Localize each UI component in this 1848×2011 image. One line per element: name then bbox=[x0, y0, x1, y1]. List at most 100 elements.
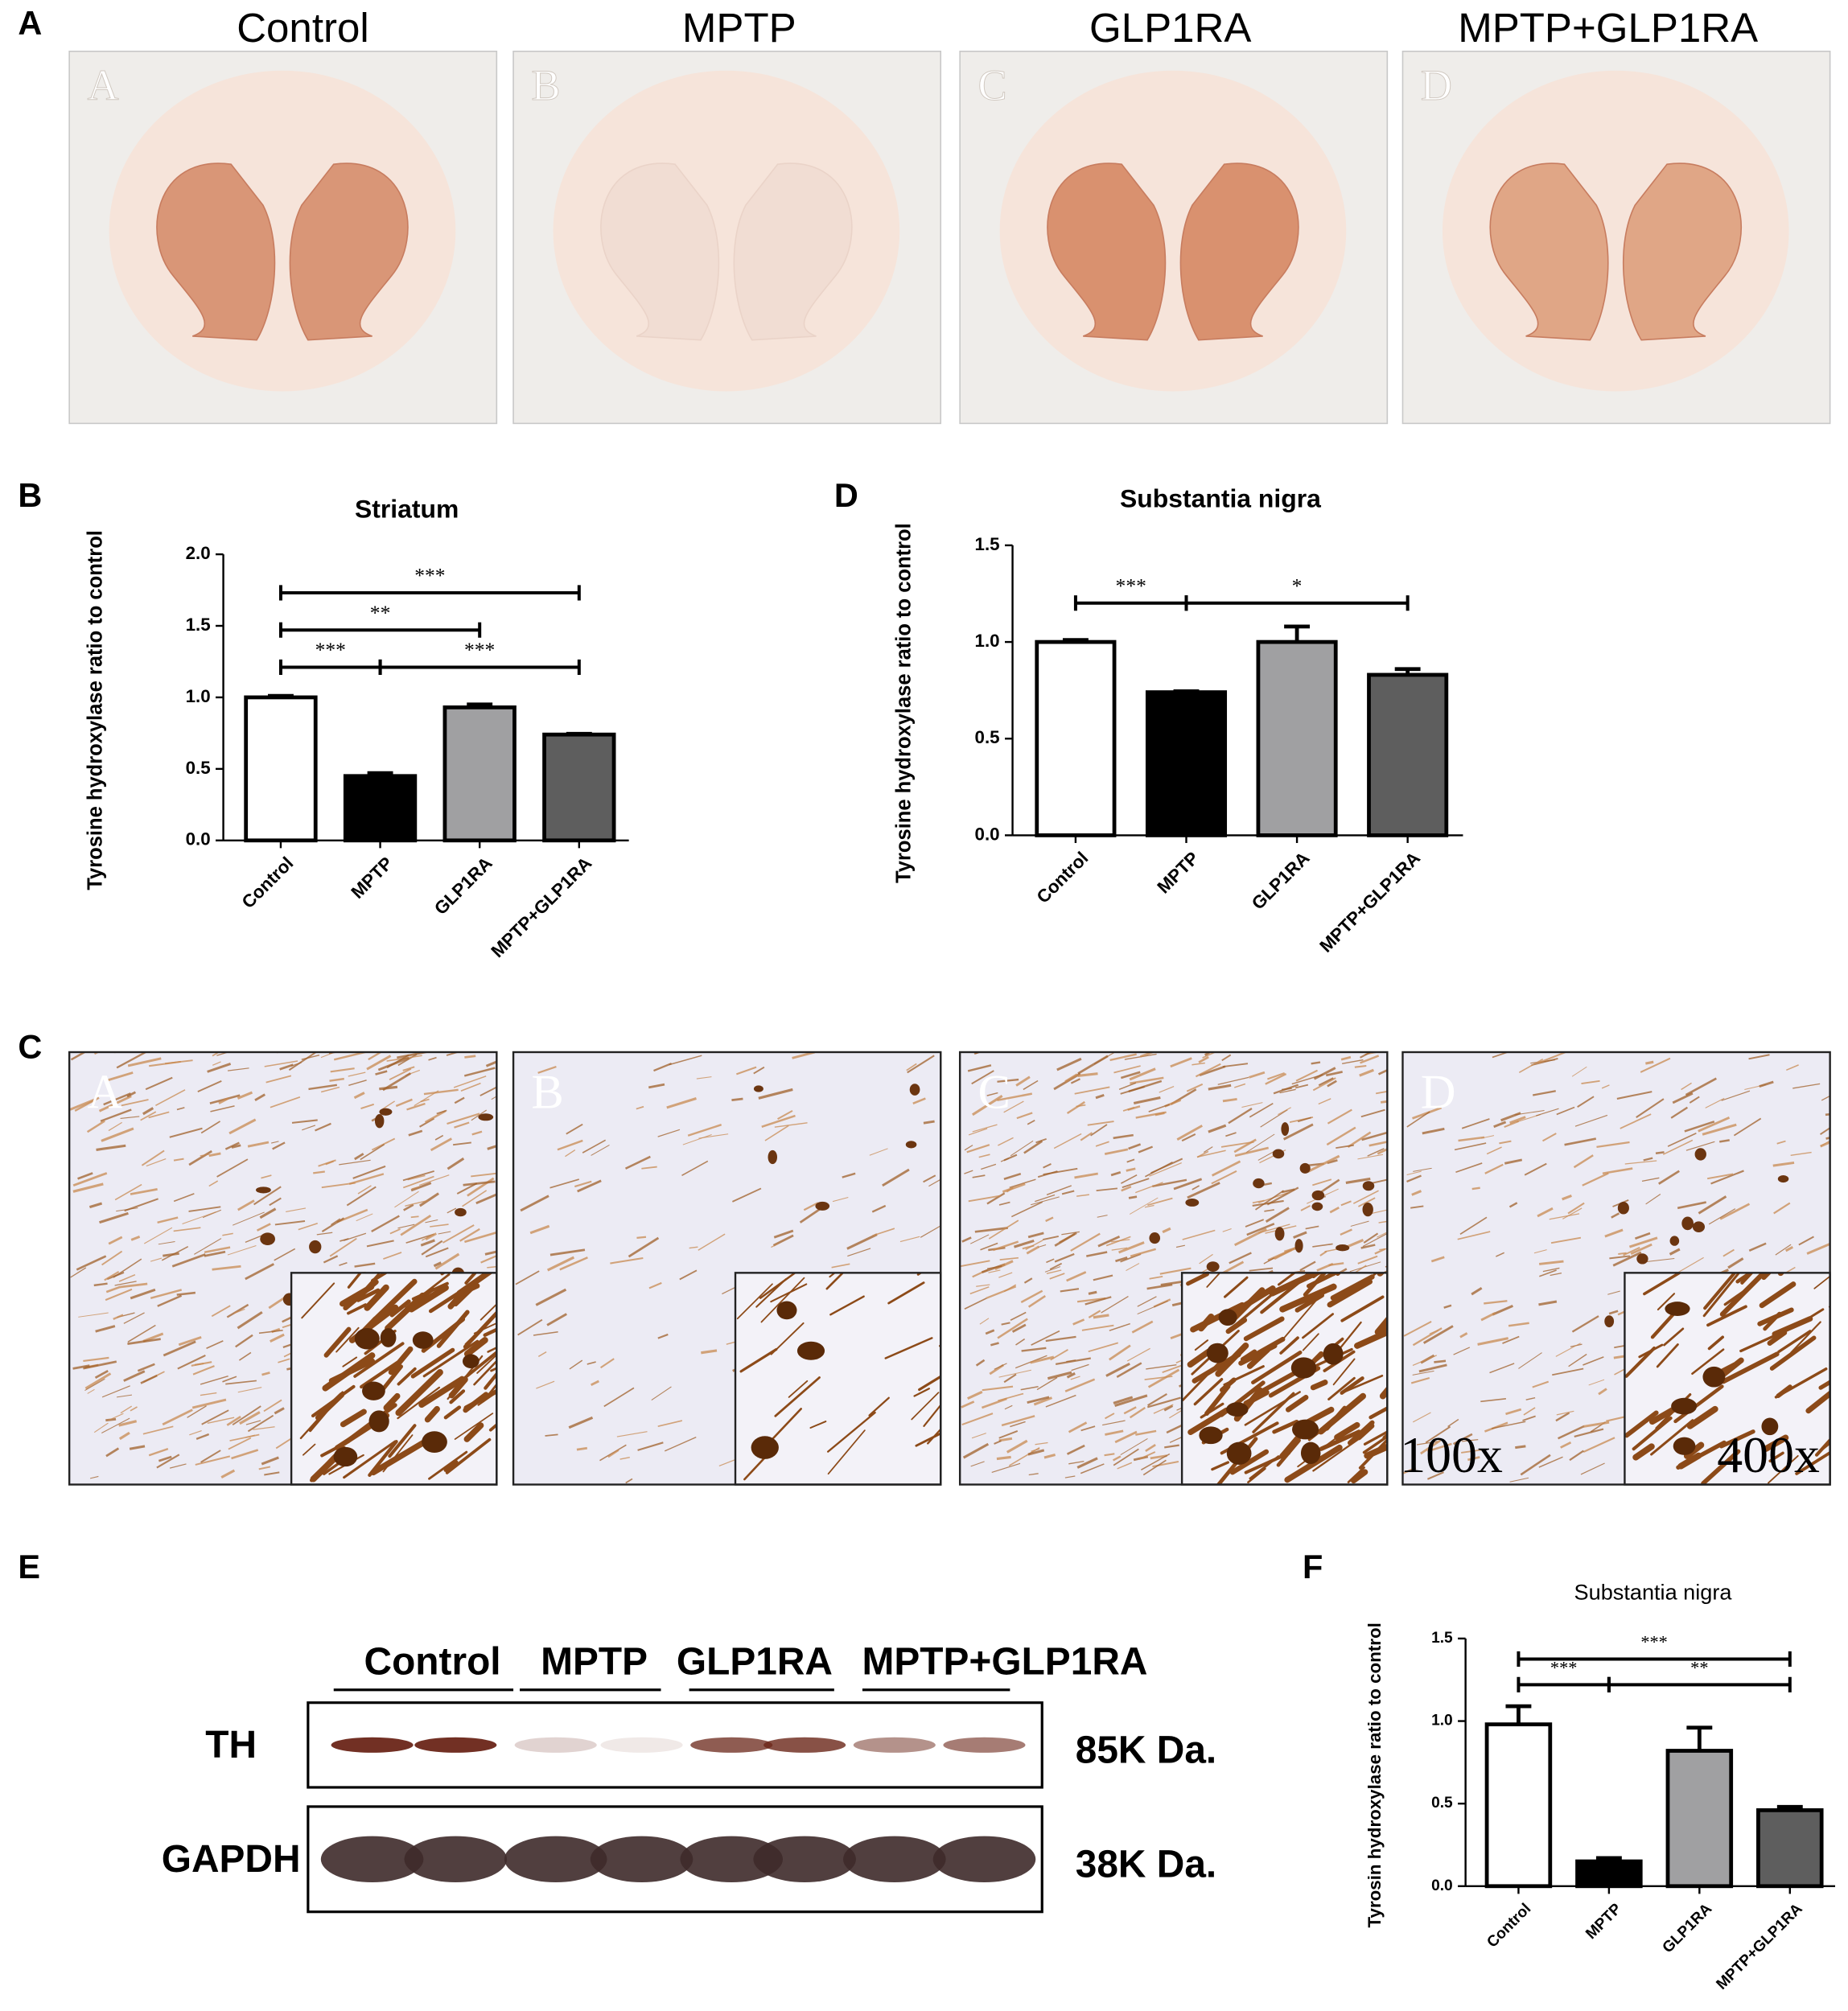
fiber bbox=[344, 1232, 367, 1241]
significance-bracket bbox=[1184, 595, 1410, 611]
y-tick-label: 0.5 bbox=[186, 758, 211, 778]
fiber bbox=[84, 1378, 105, 1392]
fiber bbox=[487, 1145, 497, 1150]
fiber bbox=[1312, 1438, 1360, 1472]
fiber bbox=[1641, 1177, 1660, 1182]
fiber bbox=[1224, 1276, 1249, 1298]
fiber bbox=[1710, 1170, 1744, 1185]
fiber bbox=[759, 1273, 797, 1299]
fiber bbox=[986, 1285, 1017, 1299]
fiber bbox=[1326, 1126, 1356, 1146]
y-tick-label: 1.5 bbox=[186, 615, 211, 635]
fiber bbox=[222, 1232, 233, 1236]
band bbox=[504, 1836, 607, 1883]
fiber bbox=[986, 1092, 998, 1096]
fiber bbox=[1159, 1267, 1192, 1275]
fiber bbox=[459, 1228, 480, 1242]
fiber bbox=[343, 1440, 397, 1479]
cell bbox=[768, 1149, 778, 1165]
fiber bbox=[1361, 1131, 1388, 1141]
fiber bbox=[1294, 1084, 1309, 1089]
striatum bbox=[600, 162, 720, 341]
fiber bbox=[70, 1267, 87, 1278]
fiber bbox=[1208, 1084, 1232, 1091]
fiber bbox=[1066, 1372, 1076, 1379]
fiber bbox=[1505, 1408, 1522, 1416]
fiber bbox=[434, 1252, 460, 1270]
fiber bbox=[1462, 1439, 1479, 1442]
fiber bbox=[149, 1060, 181, 1067]
fiber bbox=[208, 1152, 221, 1158]
fiber bbox=[1101, 1296, 1129, 1314]
cell bbox=[380, 1328, 397, 1347]
fiber bbox=[1105, 1362, 1130, 1377]
fiber bbox=[443, 1460, 459, 1472]
image-letter: A bbox=[87, 1066, 122, 1120]
fiber bbox=[1233, 1228, 1267, 1247]
fiber bbox=[1027, 1294, 1046, 1308]
fiber bbox=[1163, 1404, 1174, 1412]
fiber bbox=[1122, 1106, 1135, 1112]
fiber bbox=[975, 1359, 986, 1367]
fiber bbox=[994, 1260, 1014, 1271]
cell bbox=[1665, 1302, 1690, 1316]
fiber bbox=[1624, 1160, 1657, 1165]
significance-bracket bbox=[278, 585, 581, 601]
fiber bbox=[1542, 1267, 1560, 1273]
fiber bbox=[1636, 1098, 1665, 1119]
significance-bracket bbox=[1517, 1651, 1792, 1668]
fiber bbox=[981, 1163, 997, 1170]
fiber bbox=[454, 1413, 494, 1440]
fiber bbox=[536, 1380, 555, 1389]
fiber bbox=[278, 1358, 290, 1363]
cell bbox=[1226, 1402, 1249, 1417]
fiber bbox=[1596, 1141, 1630, 1148]
fiber bbox=[231, 1144, 241, 1149]
fiber bbox=[1129, 1067, 1156, 1081]
y-tick-label: 1.0 bbox=[186, 686, 211, 706]
fiber bbox=[669, 1055, 702, 1066]
fiber bbox=[1828, 1349, 1830, 1351]
fiber bbox=[969, 1286, 990, 1295]
fiber bbox=[1313, 1067, 1336, 1080]
fiber bbox=[1568, 1353, 1587, 1367]
fiber bbox=[1542, 1133, 1557, 1142]
fiber bbox=[1363, 1232, 1379, 1244]
fiber bbox=[1014, 1239, 1035, 1248]
fiber bbox=[146, 1158, 167, 1167]
fiber bbox=[1126, 1167, 1136, 1172]
fiber bbox=[1234, 1146, 1270, 1158]
fiber bbox=[410, 1347, 455, 1379]
fiber bbox=[1628, 1236, 1658, 1248]
fiber bbox=[130, 1188, 158, 1195]
fiber bbox=[1821, 1095, 1830, 1101]
fiber bbox=[1798, 1236, 1814, 1246]
y-tick-label: 1.0 bbox=[1431, 1713, 1453, 1729]
fiber bbox=[980, 1242, 998, 1251]
bar bbox=[542, 732, 616, 843]
fiber bbox=[274, 1407, 285, 1415]
inset-fibers bbox=[1624, 1273, 1830, 1485]
fiber bbox=[1023, 1277, 1033, 1284]
fiber bbox=[1229, 1287, 1266, 1323]
cell bbox=[455, 1207, 467, 1217]
cell bbox=[1761, 1417, 1779, 1436]
fiber bbox=[127, 1324, 156, 1343]
cell bbox=[1362, 1203, 1373, 1217]
fiber bbox=[1149, 1162, 1182, 1177]
fiber bbox=[1616, 1091, 1652, 1100]
fiber bbox=[1549, 1213, 1580, 1220]
inset-fibers bbox=[736, 1273, 941, 1481]
error-bar bbox=[1173, 689, 1200, 693]
fiber bbox=[1104, 1453, 1115, 1457]
fiber bbox=[1536, 1108, 1559, 1117]
fiber bbox=[1350, 1220, 1369, 1227]
fiber bbox=[1113, 1448, 1139, 1466]
fiber bbox=[1630, 1243, 1652, 1256]
fiber bbox=[121, 1099, 149, 1107]
fiber bbox=[1537, 1207, 1554, 1218]
fiber bbox=[998, 1369, 1031, 1378]
fiber bbox=[1721, 1351, 1780, 1384]
cell bbox=[354, 1327, 380, 1350]
fiber bbox=[1763, 1434, 1789, 1452]
